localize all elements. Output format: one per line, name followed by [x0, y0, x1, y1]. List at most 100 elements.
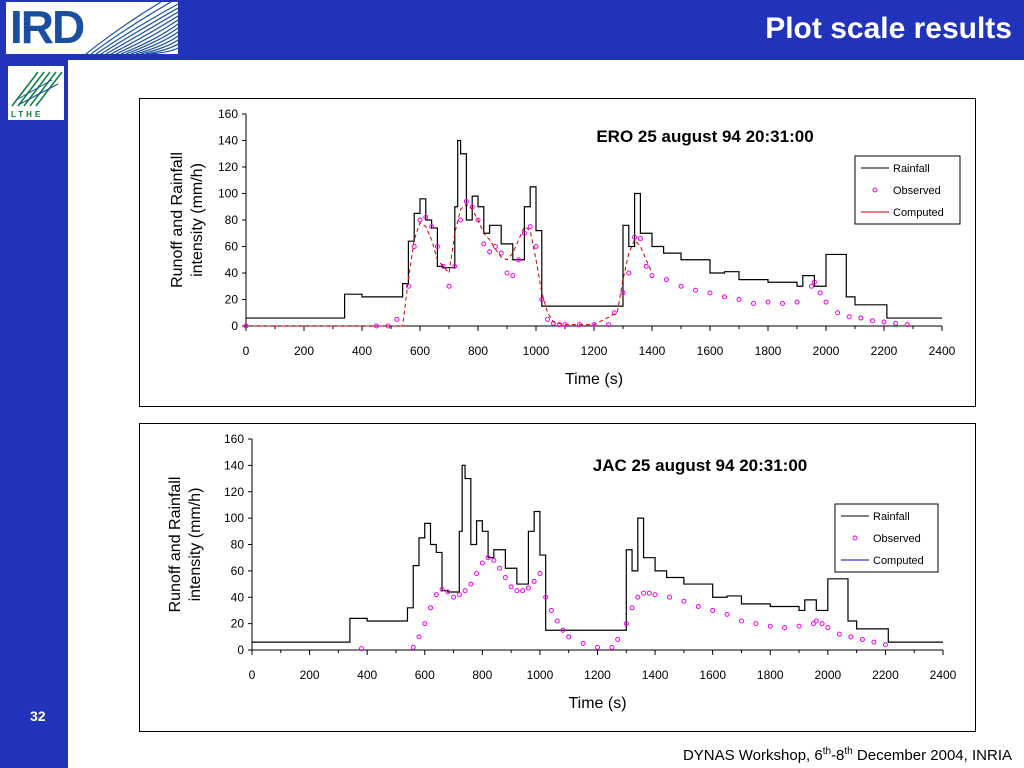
y-tick-label: 140	[218, 134, 238, 148]
observed-point	[678, 283, 684, 289]
y-tick-label: 20	[231, 617, 245, 631]
observed-point	[751, 300, 756, 306]
y-tick-label: 140	[224, 458, 244, 472]
observed-point	[681, 598, 687, 604]
y-tick-label: 100	[218, 187, 238, 201]
rainfall-series-line	[252, 464, 943, 643]
observed-point	[504, 270, 510, 276]
observed-point	[629, 605, 635, 611]
observed-point	[479, 560, 485, 566]
observed-point	[434, 244, 440, 249]
observed-point	[416, 634, 422, 640]
observed-point	[358, 646, 364, 652]
footer-sup-2: th	[844, 746, 853, 757]
observed-point	[753, 621, 759, 627]
observed-point	[525, 585, 531, 591]
footer-text: DYNAS Workshop, 6th-8th December 2004, I…	[683, 746, 1012, 764]
observed-point	[533, 244, 539, 249]
observed-point	[539, 297, 545, 302]
x-tick-label: 2400	[929, 344, 956, 358]
observed-point	[433, 592, 439, 598]
observed-point	[456, 592, 462, 598]
footer-prefix: DYNAS Workshop, 6	[682, 747, 823, 764]
title-bar: IRD Plot scale results	[0, 0, 1024, 60]
observed-point	[736, 297, 742, 302]
observed-point	[492, 244, 498, 249]
x-axis-label: Time (s)	[565, 371, 623, 388]
observed-point	[394, 316, 400, 322]
ero-chart-panel: 0 20 40 60 80 100 120 140 160 0 200 400 600 800 1000 12…	[139, 98, 976, 407]
observed-point	[445, 589, 451, 595]
y-axis-label-line: Runoff and Rainfall	[167, 477, 184, 613]
x-tick-label: 200	[300, 668, 320, 682]
observed-point	[823, 299, 829, 305]
observed-point	[440, 263, 446, 269]
observed-point	[497, 565, 503, 571]
observed-point	[580, 640, 586, 646]
legend-label: Computed	[893, 207, 944, 219]
observed-point	[871, 639, 877, 645]
x-tick-label: 2000	[814, 668, 841, 682]
observed-point	[537, 571, 543, 577]
y-axis-label: Runoff and Rainfall intensity (mm/h)	[167, 477, 204, 613]
observed-point	[508, 584, 514, 590]
x-tick-label: 1400	[639, 344, 666, 358]
observed-point	[649, 273, 655, 279]
legend-label: Rainfall	[873, 511, 910, 523]
observed-point	[514, 588, 520, 594]
ird-logo: IRD	[6, 2, 178, 54]
chart-title: ERO 25 august 94 20:31:00	[596, 127, 813, 146]
y-tick-label: 40	[231, 590, 245, 604]
observed-point	[869, 318, 875, 324]
y-tick-label: 40	[225, 266, 239, 280]
observed-point	[452, 263, 458, 269]
observed-point	[626, 270, 632, 276]
observed-point	[410, 644, 416, 650]
observed-point	[623, 621, 629, 627]
observed-point	[825, 625, 831, 631]
observed-point	[429, 224, 435, 230]
y-tick-label: 160	[224, 432, 244, 446]
x-tick-label: 2200	[871, 344, 898, 358]
observed-point	[819, 621, 825, 627]
observed-point	[811, 279, 817, 285]
observed-point	[796, 623, 802, 629]
observed-point	[666, 594, 672, 600]
ird-logo-text: IRD	[10, 2, 85, 53]
y-tick-label: 80	[231, 538, 245, 552]
observed-point	[652, 592, 658, 598]
observed-point	[516, 257, 522, 263]
x-tick-label: 1800	[755, 344, 782, 358]
observed-point	[859, 636, 865, 642]
y-tick-label: 20	[225, 293, 239, 307]
observed-point	[637, 236, 643, 242]
lthe-logo-mark	[11, 71, 63, 107]
observed-point	[664, 277, 669, 283]
observed-point	[545, 316, 551, 322]
observed-point	[428, 605, 434, 611]
legend: Rainfall Observed Computed	[834, 503, 939, 573]
observed-point	[446, 283, 452, 289]
legend-marker-observed	[872, 187, 878, 193]
observed-point	[615, 636, 621, 642]
observed-point	[767, 623, 773, 629]
observed-point	[794, 299, 800, 305]
observed-point	[521, 230, 527, 236]
observed-point	[707, 290, 713, 296]
observed-point	[846, 314, 852, 320]
y-axis-label-line: Runoff and Rainfall	[169, 152, 186, 288]
observed-point	[462, 588, 468, 594]
observed-point	[560, 627, 566, 633]
observed-point	[468, 581, 474, 587]
legend-label: Rainfall	[893, 163, 930, 175]
y-axis-label-line: intensity (mm/h)	[187, 488, 204, 602]
observed-point	[491, 557, 497, 563]
observed-point	[439, 586, 445, 592]
observed-point	[474, 571, 480, 577]
slide-title: Plot scale results	[765, 12, 1012, 45]
x-axis-label: Time (s)	[568, 695, 626, 712]
x-tick-label: 800	[468, 344, 488, 358]
observed-point	[813, 618, 819, 624]
footer-sup-1: th	[822, 746, 832, 757]
observed-point	[904, 322, 910, 328]
